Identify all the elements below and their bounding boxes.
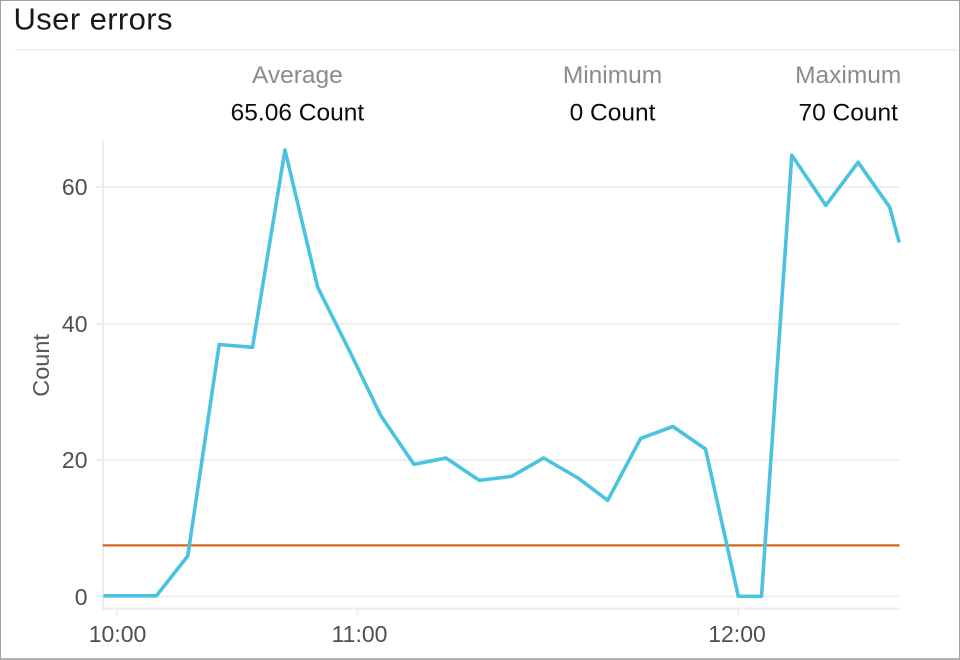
svg-text:40: 40 xyxy=(62,311,88,337)
svg-text:20: 20 xyxy=(62,447,88,473)
svg-text:12:00: 12:00 xyxy=(708,621,766,647)
svg-text:Count: Count xyxy=(28,334,54,397)
svg-text:11:00: 11:00 xyxy=(332,621,388,647)
svg-text:Minimum: Minimum xyxy=(563,62,662,89)
svg-text:0 Count: 0 Count xyxy=(570,99,656,126)
svg-text:User errors: User errors xyxy=(14,2,173,37)
svg-text:10:00: 10:00 xyxy=(89,621,147,647)
svg-text:60: 60 xyxy=(62,174,88,200)
svg-text:0: 0 xyxy=(75,584,88,610)
svg-text:Average: Average xyxy=(252,62,343,89)
svg-text:70 Count: 70 Count xyxy=(798,99,898,126)
svg-text:65.06 Count: 65.06 Count xyxy=(231,99,365,126)
svg-text:Maximum: Maximum xyxy=(795,62,901,89)
